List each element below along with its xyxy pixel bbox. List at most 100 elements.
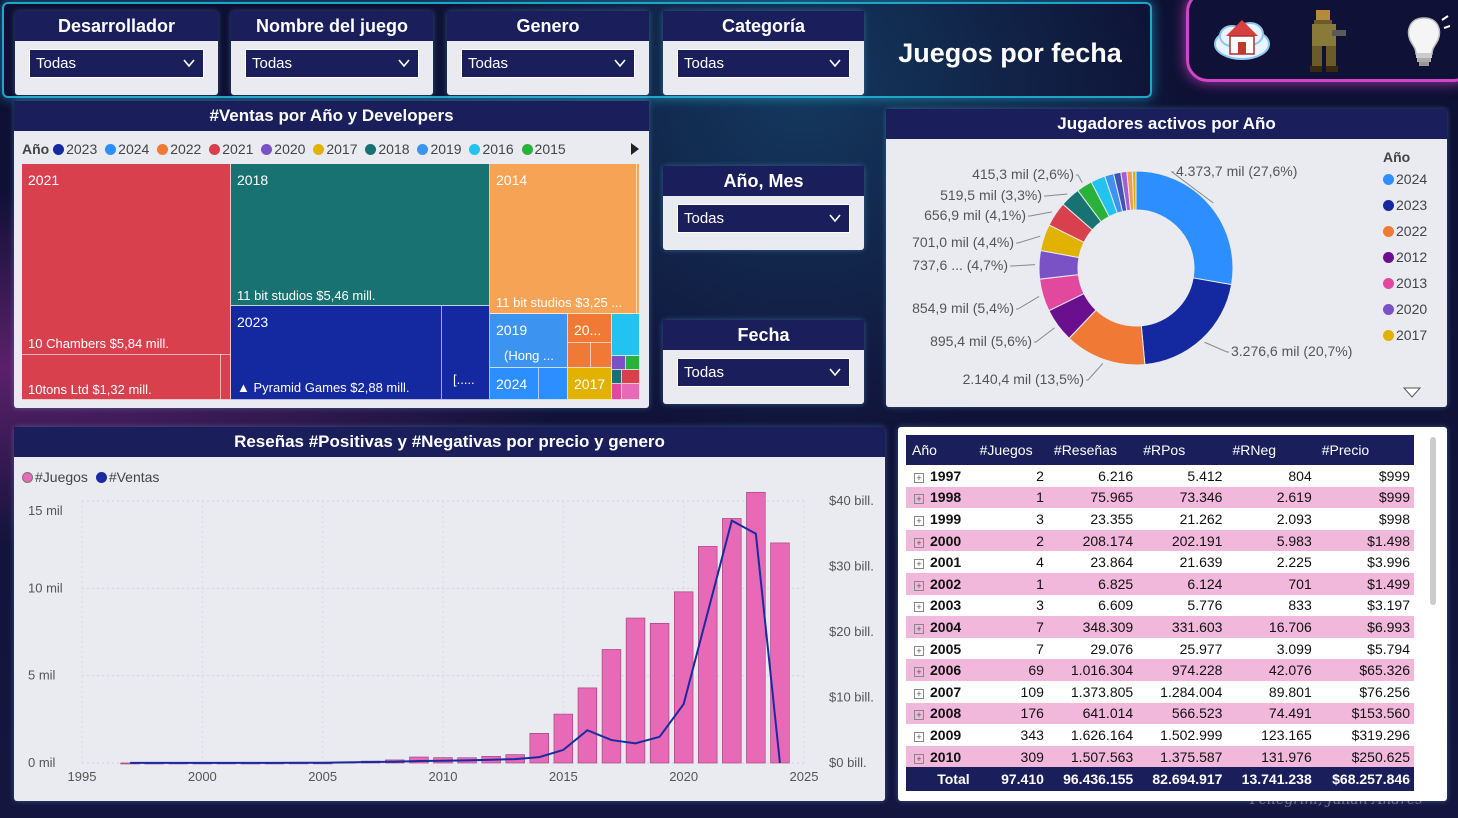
table-row[interactable]: +1998 1 75.965 73.346 2.619 $999 [906,486,1414,509]
table-scrollbar[interactable] [1430,437,1436,605]
treemap-legend-item[interactable]: 2021 [209,141,253,157]
table-row[interactable]: +2007 109 1.373.805 1.284.004 89.801 $76.256 [906,681,1414,703]
table-row[interactable]: +2003 3 6.609 5.776 833 $3.197 [906,595,1414,617]
line-ventas[interactable] [130,519,781,764]
donut-legend-item[interactable]: 2013 [1383,275,1427,291]
slicer-year-month: Año, Mes Todas [663,166,864,250]
expand-icon[interactable]: + [914,731,924,742]
donut-legend-item[interactable]: 2017 [1383,327,1427,343]
year-month-dropdown[interactable]: Todas [677,204,850,233]
cell-text: 6.216 [1098,467,1134,484]
table-row[interactable]: +1997 2 6.216 5.412 804 $999 [906,465,1414,487]
column-header[interactable]: #RPos [1137,435,1227,465]
cell-text: 176 [1020,705,1044,722]
treemap-legend-item[interactable]: 2017 [313,141,358,157]
developer-dropdown[interactable]: Todas [29,49,204,78]
expand-icon[interactable]: + [914,494,924,505]
bar-juegos[interactable] [649,622,670,764]
table-row[interactable]: +2008 176 641.014 566.523 74.491 $153.560 [906,702,1414,725]
lightbulb-icon[interactable] [1398,14,1451,70]
expand-icon[interactable]: + [914,753,924,764]
bar-juegos[interactable] [673,591,694,764]
treemap-legend-item[interactable]: 2015 [521,141,566,157]
treemap-legend-item[interactable]: 2019 [417,141,462,157]
donut-slice[interactable] [1135,170,1234,286]
table-row[interactable]: +2001 4 23.864 21.639 2.225 $3.996 [906,551,1414,573]
tile-small-1[interactable] [612,370,622,384]
bar-juegos[interactable] [722,518,742,764]
legend-scroll-down-icon[interactable] [1403,387,1421,399]
column-header[interactable]: #Precio [1315,435,1414,465]
date-dropdown[interactable]: Todas [677,358,850,387]
expand-icon[interactable]: + [914,667,924,678]
column-header[interactable]: #Reseñas [1047,435,1138,465]
legend-next-arrow-icon[interactable] [630,142,640,156]
column-header[interactable]: #Juegos [973,435,1048,465]
tile-2019[interactable]: 2019 (Hong ... [490,314,568,368]
expand-icon[interactable]: + [914,710,924,721]
tile-2015[interactable] [626,356,640,370]
soldier-character-icon[interactable] [1298,6,1350,74]
table-row[interactable]: +2006 69 1.016.304 974.228 42.076 $65.326 [906,659,1414,681]
tile-2017[interactable]: 2017 [568,368,612,400]
table-row[interactable]: +2004 7 348.309 331.603 16.706 $6.993 [906,616,1414,638]
table-row[interactable]: +2009 343 1.626.164 1.502.999 123.165 $319.29… [906,724,1414,746]
donut-leader-line [1170,171,1214,204]
treemap-legend-item[interactable]: 2016 [469,141,514,157]
donut-legend-item[interactable]: 2012 [1383,249,1427,265]
bar-juegos[interactable] [625,617,646,764]
expand-icon[interactable]: + [914,602,924,613]
donut-leader-line [1034,327,1055,343]
column-header[interactable]: #RNeg [1226,435,1316,465]
treemap-legend-item[interactable]: 2023 [53,141,97,157]
donut-slice[interactable] [1140,277,1233,366]
value-cell: 176 [973,702,1048,725]
tile-2024[interactable]: 2024 [490,368,568,400]
treemap-legend-item[interactable]: 2020 [261,141,305,157]
tile-2014[interactable]: 2014 11 bit studios $3,25 ... [490,164,640,314]
bar-juegos[interactable] [553,713,574,764]
game-dropdown[interactable]: Todas [245,49,419,78]
genre-dropdown[interactable]: Todas [461,49,635,78]
tile-2021[interactable]: 2021 10 Chambers $5,84 mill. 10tons Ltd … [22,164,231,400]
expand-icon[interactable]: + [914,472,924,483]
tile-2023[interactable]: 2023 ▲ Pyramid Games $2,88 mill. [..... [231,306,490,400]
expand-icon[interactable]: + [914,559,924,570]
tile-2020[interactable] [612,356,626,370]
bar-juegos[interactable] [577,687,598,764]
home-cloud-icon[interactable] [1212,14,1272,62]
donut-legend-item[interactable]: 2022 [1383,223,1427,239]
expand-icon[interactable]: + [914,537,924,548]
table-row[interactable]: +2005 7 29.076 25.977 3.099 $5.794 [906,638,1414,660]
treemap-legend-item[interactable]: 2022 [157,141,201,157]
table-row[interactable]: +1999 3 23.355 21.262 2.093 $998 [906,508,1414,530]
bar-juegos[interactable] [601,649,622,764]
table-row[interactable]: +2010 309 1.507.563 1.375.587 131.976 $250.62… [906,745,1414,768]
category-dropdown[interactable]: Todas [677,49,850,78]
donut-legend-item[interactable]: 2023 [1383,197,1427,213]
table-row[interactable]: +2002 1 6.825 6.124 701 $1.499 [906,572,1414,595]
treemap-legend-item[interactable]: 2024 [105,141,149,157]
bar-juegos[interactable] [770,542,790,764]
treemap-legend-item[interactable]: 2018 [365,141,410,157]
legend-label: 2023 [66,141,98,157]
expand-icon[interactable]: + [914,515,924,526]
tile-small-2[interactable] [622,370,640,384]
expand-icon[interactable]: + [914,688,924,699]
tile-small-3[interactable] [612,384,622,400]
expand-icon[interactable]: + [914,645,924,656]
tile-small-4[interactable] [622,384,640,400]
donut-slice[interactable] [1131,170,1137,211]
expand-icon[interactable]: + [914,623,924,634]
tile-2016[interactable] [612,314,640,356]
column-header[interactable]: Año [906,435,974,465]
chevron-down-icon [829,214,841,223]
tile-2018[interactable]: 2018 11 bit studios $5,46 mill. [231,164,490,306]
bar-juegos[interactable] [698,546,718,764]
donut-legend-item[interactable]: 2020 [1383,301,1427,317]
table-row[interactable]: +2000 2 208.174 202.191 5.983 $1.498 [906,529,1414,552]
expand-icon[interactable]: + [914,580,924,591]
donut-legend-item[interactable]: 2024 [1383,171,1427,187]
legend-swatch [1383,252,1394,263]
tile-20x[interactable]: 20... [568,314,612,368]
